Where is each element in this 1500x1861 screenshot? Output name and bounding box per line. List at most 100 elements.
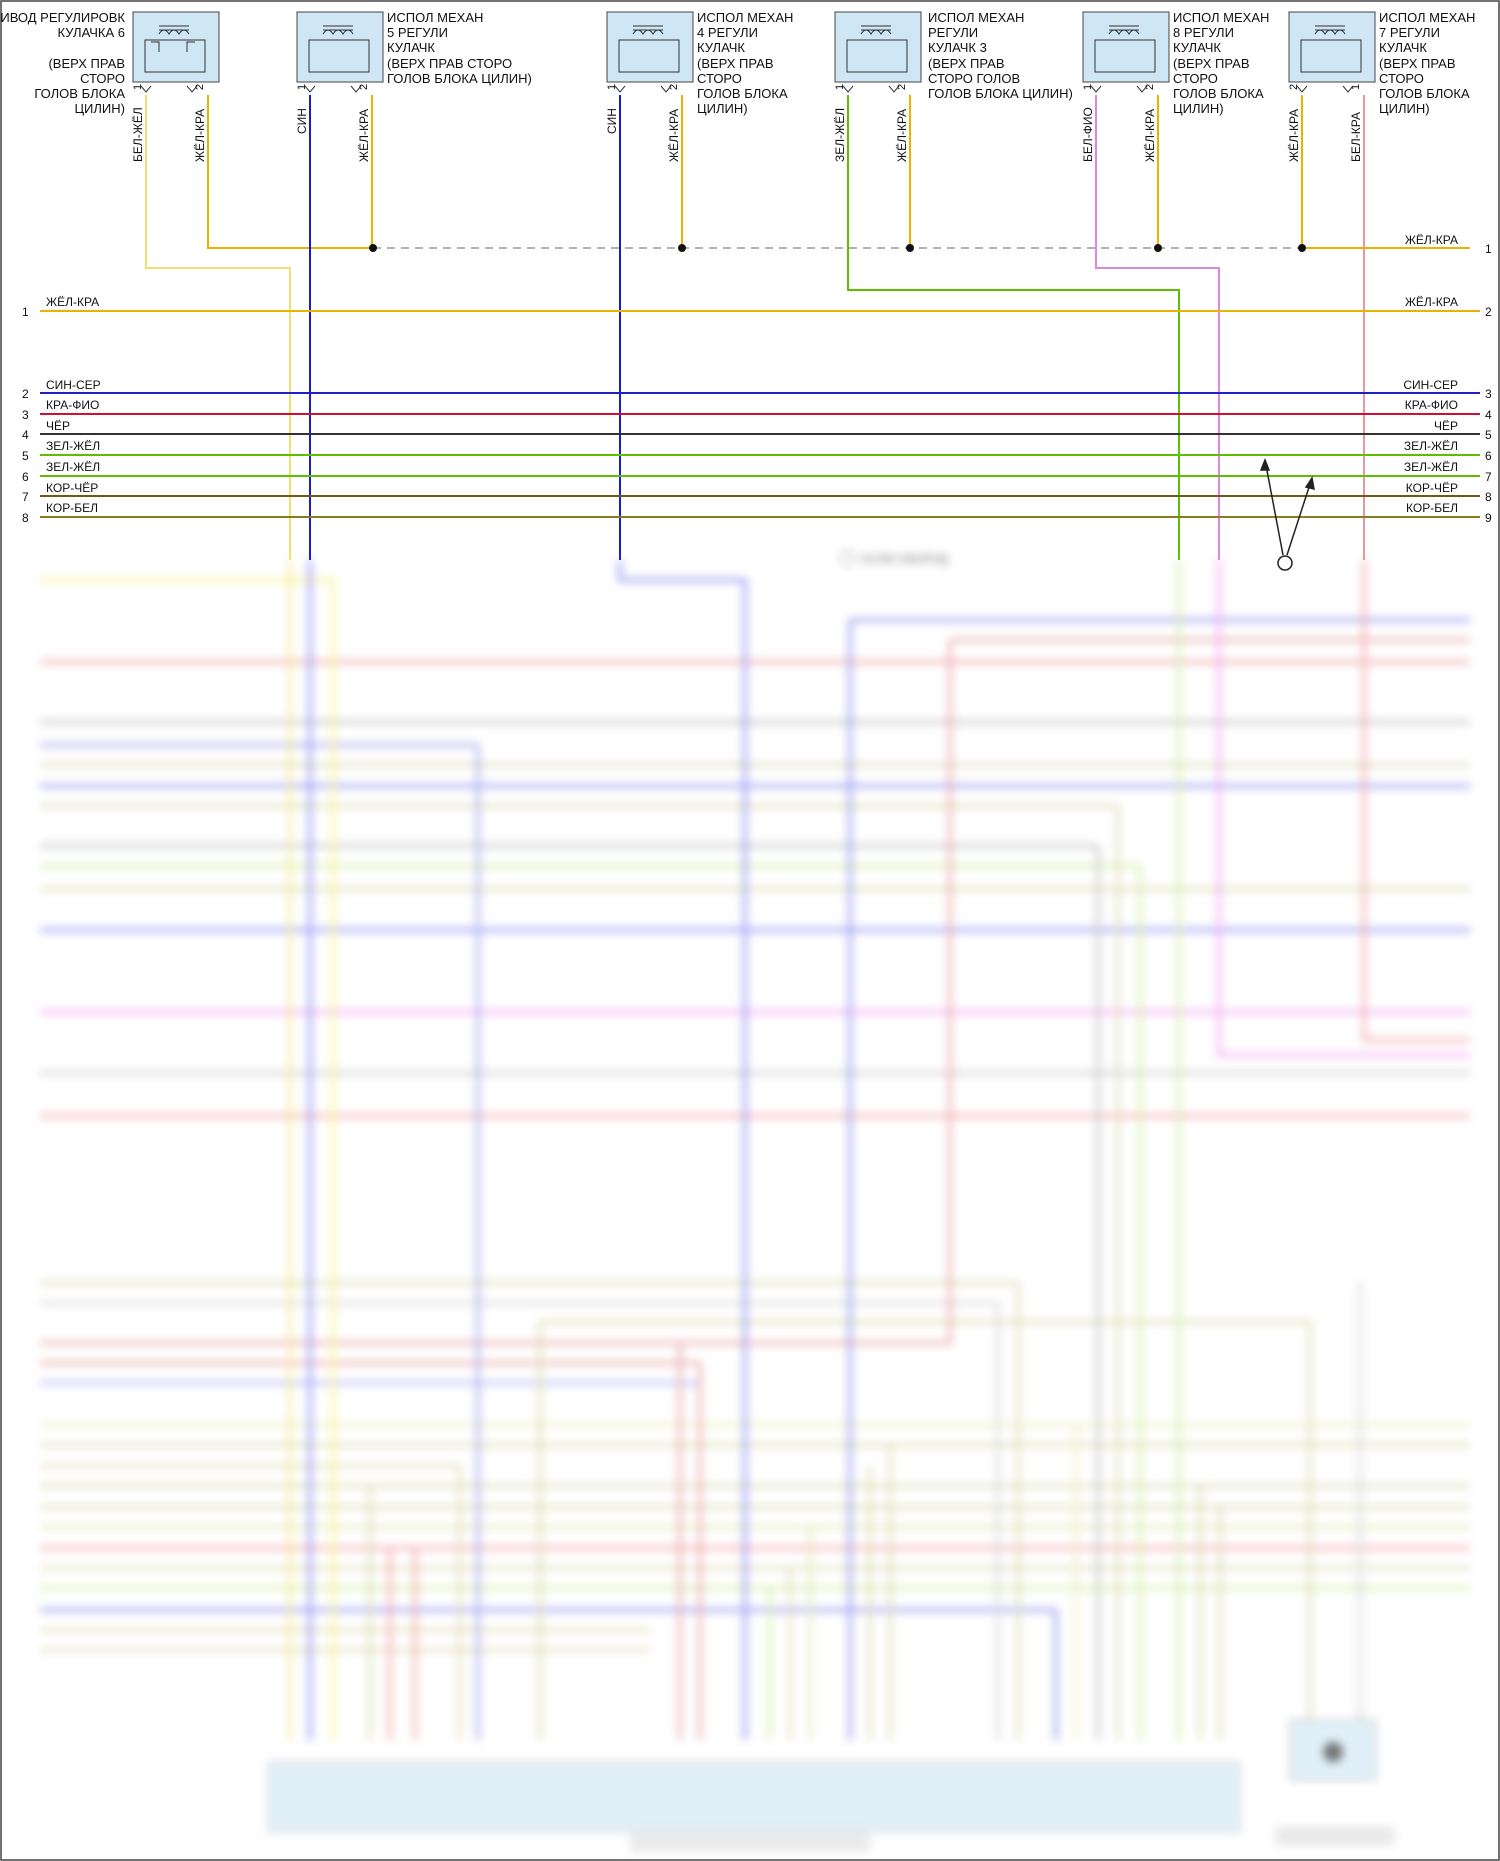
sensor-connector: [1289, 1719, 1377, 1781]
svg-text:3: 3: [22, 408, 29, 422]
solenoid-5-label: ИСПОЛ МЕХАН 5 РЕГУЛИ КУЛАЧК (ВЕРХ ПРАВ С…: [387, 10, 532, 86]
svg-text:ГОЛОВ БЛОКА ЦИЛИН): ГОЛОВ БЛОКА ЦИЛИН): [928, 86, 1073, 101]
svg-text:2: 2: [358, 84, 370, 90]
svg-text:ЧЁР: ЧЁР: [46, 419, 70, 433]
solenoid-6-label: ИВОД РЕГУЛИРОВК КУЛАЧКА 6 (ВЕРХ ПРАВ СТО…: [0, 10, 125, 116]
pin-arrow-icon: [1090, 85, 1148, 93]
svg-text:7: 7: [22, 490, 29, 504]
svg-text:4: 4: [22, 428, 29, 442]
svg-text:(ВЕРХ ПРАВ: (ВЕРХ ПРАВ: [1173, 56, 1250, 71]
wire-white-yellow-s6: [145, 95, 291, 560]
svg-text:КРА-ФИО: КРА-ФИО: [1405, 398, 1458, 412]
svg-text:ЦИЛИН): ЦИЛИН): [697, 101, 748, 116]
svg-text:ЖЁЛ-КРА: ЖЁЛ-КРА: [1405, 233, 1458, 247]
solenoid-4-label: ИСПОЛ МЕХАН 4 РЕГУЛИ КУЛАЧК (ВЕРХ ПРАВ С…: [697, 10, 793, 116]
svg-text:ГОЛОВ БЛОКА: ГОЛОВ БЛОКА: [34, 86, 125, 101]
solenoid-lead-labels: БЕЛ-ЖЁЛ ЖЁЛ-КРА СИН ЖЁЛ-КРА СИН ЖЁЛ-КРА …: [131, 107, 1363, 162]
camshaft-solenoid-6: [132, 11, 220, 93]
svg-text:8 РЕГУЛИ: 8 РЕГУЛИ: [1173, 25, 1234, 40]
pin-arrow-icon: [140, 85, 198, 93]
svg-text:КОР-ЧЁР: КОР-ЧЁР: [1406, 481, 1458, 495]
svg-text:КУЛАЧК 3: КУЛАЧК 3: [928, 40, 987, 55]
diagram-lower-section: ЕСЛИ ОБОРУД: [40, 550, 1470, 1852]
svg-text:ЖЁЛ-КРА: ЖЁЛ-КРА: [895, 109, 909, 162]
svg-text:ЗЕЛ-ЖЁЛ: ЗЕЛ-ЖЁЛ: [46, 460, 100, 474]
wire-green-yellow-s3: [847, 95, 1180, 560]
svg-text:СТОРО: СТОРО: [1379, 71, 1424, 86]
svg-text:5 РЕГУЛИ: 5 РЕГУЛИ: [387, 25, 448, 40]
svg-text:7: 7: [1485, 470, 1492, 484]
solenoid-8-label: ИСПОЛ МЕХАН 8 РЕГУЛИ КУЛАЧК (ВЕРХ ПРАВ С…: [1173, 10, 1269, 116]
svg-text:9: 9: [1485, 511, 1492, 525]
lower-vertical-wires: [288, 560, 1470, 1740]
optional-equipment-arrows: [1259, 457, 1315, 571]
svg-text:ЖЁЛ-КРА: ЖЁЛ-КРА: [357, 109, 371, 162]
splice-dots: [369, 244, 1306, 252]
camshaft-solenoid-8: [1082, 11, 1170, 93]
svg-text:ГОЛОВ БЛОКА ЦИЛИН): ГОЛОВ БЛОКА ЦИЛИН): [387, 71, 532, 86]
svg-text:ЦИЛИН): ЦИЛИН): [74, 101, 125, 116]
svg-text:КУЛАЧК: КУЛАЧК: [387, 40, 435, 55]
svg-text:1: 1: [1350, 84, 1362, 90]
svg-text:ЖЁЛ-КРА: ЖЁЛ-КРА: [193, 109, 207, 162]
svg-text:СТОРО: СТОРО: [80, 71, 125, 86]
svg-text:1: 1: [606, 84, 618, 90]
svg-text:КОР-БЕЛ: КОР-БЕЛ: [1406, 501, 1458, 515]
svg-text:БЕЛ-ЖЁЛ: БЕЛ-ЖЁЛ: [131, 107, 145, 162]
camshaft-solenoid-4: [606, 11, 694, 93]
svg-text:2: 2: [22, 387, 29, 401]
svg-text:СИН-СЕР: СИН-СЕР: [46, 378, 101, 392]
solenoid-3-label: ИСПОЛ МЕХАН РЕГУЛИ КУЛАЧК 3 (ВЕРХ ПРАВ С…: [928, 10, 1073, 101]
bus-labels: 1 ЖЁЛ-КРА 1 ЖЁЛ-КРА 2 ЖЁЛ-КРА 2 СИН-СЕР …: [22, 233, 1492, 525]
svg-text:КУЛАЧК: КУЛАЧК: [1173, 40, 1221, 55]
svg-text:СИН: СИН: [605, 108, 619, 134]
svg-text:8: 8: [1485, 490, 1492, 504]
svg-text:СТОРО ГОЛОВ: СТОРО ГОЛОВ: [928, 71, 1020, 86]
svg-text:(ВЕРХ ПРАВ: (ВЕРХ ПРАВ: [928, 56, 1005, 71]
svg-text:8: 8: [22, 511, 29, 525]
svg-text:6: 6: [1485, 449, 1492, 463]
svg-text:1: 1: [132, 84, 144, 90]
svg-text:(ВЕРХ ПРАВ: (ВЕРХ ПРАВ: [697, 56, 774, 71]
svg-text:СТОРО: СТОРО: [1173, 71, 1218, 86]
equipped-note: ЕСЛИ ОБОРУД: [862, 552, 947, 566]
wire-yellow-red-s6: [207, 95, 373, 249]
svg-text:ЦИЛИН): ЦИЛИН): [1173, 101, 1224, 116]
pin-arrow-icon: [842, 85, 900, 93]
svg-text:СИН-СЕР: СИН-СЕР: [1403, 378, 1458, 392]
svg-text:КОР-ЧЁР: КОР-ЧЁР: [46, 481, 98, 495]
svg-text:ЖЁЛ-КРА: ЖЁЛ-КРА: [1405, 295, 1458, 309]
svg-text:ЖЁЛ-КРА: ЖЁЛ-КРА: [1143, 109, 1157, 162]
pin-arrow-icon: [1296, 85, 1354, 93]
sensor-caption-placeholder: [1275, 1826, 1395, 1846]
svg-text:ИСПОЛ МЕХАН: ИСПОЛ МЕХАН: [1379, 10, 1475, 25]
ecu-connector: [267, 1761, 1241, 1833]
note-marker-icon: [840, 550, 856, 566]
pin-arrow-icon: [304, 85, 362, 93]
svg-text:СТОРО: СТОРО: [697, 71, 742, 86]
svg-text:5: 5: [1485, 428, 1492, 442]
svg-text:ЖЁЛ-КРА: ЖЁЛ-КРА: [1287, 109, 1301, 162]
camshaft-solenoid-7: [1288, 11, 1376, 93]
svg-text:4 РЕГУЛИ: 4 РЕГУЛИ: [697, 25, 758, 40]
camshaft-solenoid-3: [834, 11, 922, 93]
camshaft-solenoid-5: [296, 11, 384, 93]
svg-text:(ВЕРХ ПРАВ: (ВЕРХ ПРАВ: [48, 56, 125, 71]
svg-text:ИСПОЛ МЕХАН: ИСПОЛ МЕХАН: [928, 10, 1024, 25]
svg-text:ГОЛОВ БЛОКА: ГОЛОВ БЛОКА: [1173, 86, 1264, 101]
svg-text:БЕЛ-КРА: БЕЛ-КРА: [1349, 112, 1363, 162]
svg-text:РЕГУЛИ: РЕГУЛИ: [928, 25, 978, 40]
svg-text:2: 2: [194, 84, 206, 90]
svg-text:1: 1: [296, 84, 308, 90]
svg-text:ЧЁР: ЧЁР: [1434, 419, 1458, 433]
svg-text:2: 2: [668, 84, 680, 90]
svg-text:БЕЛ-ФИО: БЕЛ-ФИО: [1081, 107, 1095, 162]
svg-text:ЗЕЛ-ЖЁЛ: ЗЕЛ-ЖЁЛ: [1404, 439, 1458, 453]
svg-text:КУЛАЧК: КУЛАЧК: [697, 40, 745, 55]
solenoid-7-label: ИСПОЛ МЕХАН 7 РЕГУЛИ КУЛАЧК (ВЕРХ ПРАВ С…: [1379, 10, 1475, 116]
svg-text:(ВЕРХ ПРАВ СТОРО: (ВЕРХ ПРАВ СТОРО: [387, 56, 512, 71]
svg-text:1: 1: [834, 84, 846, 90]
